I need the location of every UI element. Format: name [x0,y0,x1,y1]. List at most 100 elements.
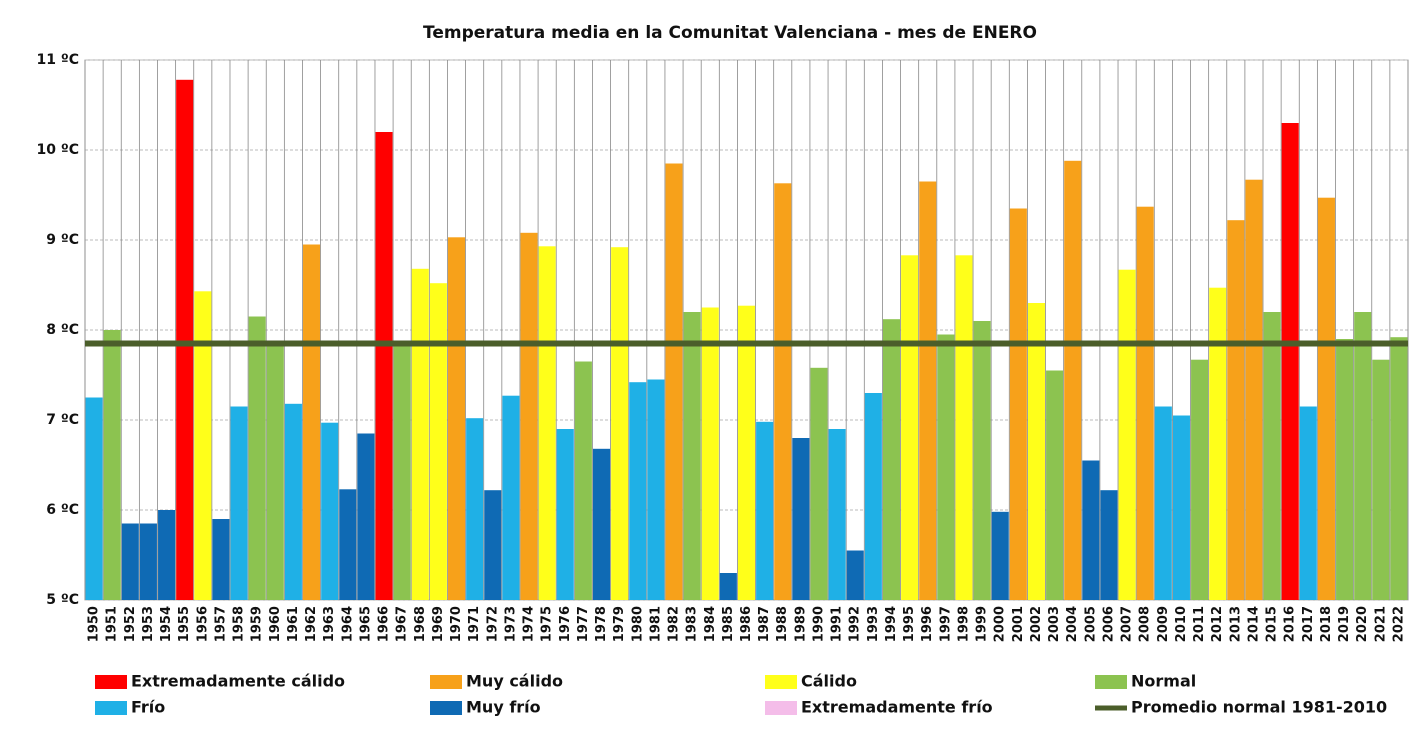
x-tick-label: 1977 [576,606,591,642]
legend-label: Extremadamente cálido [131,672,345,691]
bar [1118,269,1136,600]
x-tick-label: 2013 [1228,606,1243,642]
bar [1299,406,1317,600]
x-tick-label: 1969 [431,606,446,642]
bar [955,255,973,601]
bar [429,283,447,600]
legend-label: Normal [1131,672,1196,691]
legend-swatch [1095,705,1127,711]
bar [357,433,375,600]
bar [647,379,665,600]
bar [103,330,121,600]
bar [1082,460,1100,600]
x-tick-label: 1975 [540,606,555,642]
bar [737,305,756,600]
legend-label: Muy frío [466,698,541,717]
x-tick-label: 1961 [286,606,301,642]
x-tick-label: 2001 [1011,606,1026,642]
x-tick-label: 1962 [304,606,319,642]
bar [248,316,266,600]
bar [520,232,538,601]
bar [176,79,194,601]
legend-swatch [765,701,797,715]
x-tick-label: 1989 [793,606,808,642]
bar [665,163,683,600]
bar [629,382,647,600]
bar [1154,406,1172,600]
bar [411,268,429,600]
x-tick-label: 1973 [503,606,518,642]
y-tick-label: 10 ºC [36,142,79,158]
bar [1046,370,1064,600]
bar [1281,123,1299,600]
x-tick-label: 2009 [1156,606,1171,642]
bar [701,307,719,600]
x-tick-label: 2022 [1391,606,1406,642]
legend-label: Extremadamente frío [801,698,993,717]
bar [85,397,103,600]
bar [919,181,937,600]
y-tick-label: 9 ºC [46,232,79,248]
x-tick-label: 1964 [340,606,355,642]
x-tick-label: 1982 [667,606,682,642]
bar [1027,303,1045,600]
x-tick-label: 1960 [268,606,283,642]
bar [1227,220,1245,600]
x-tick-label: 1988 [775,606,790,642]
x-tick-label: 1993 [866,606,881,642]
legend-label: Muy cálido [466,672,563,691]
legend-label: Cálido [801,672,857,691]
x-tick-label: 2018 [1319,606,1334,642]
x-tick-label: 2015 [1265,606,1280,642]
bar [1336,339,1354,600]
bar [538,246,556,601]
bar [466,418,484,600]
x-tick-label: 1994 [884,606,899,642]
x-tick-label: 1980 [630,606,645,642]
y-tick-label: 8 ºC [46,322,79,338]
x-tick-label: 1974 [522,606,537,642]
bar [937,334,955,600]
bar [719,573,737,600]
x-tick-label: 1956 [195,606,210,642]
bar [121,523,139,600]
legend-swatch [430,675,462,689]
x-tick-label: 2020 [1355,606,1370,642]
x-tick-label: 1985 [721,606,736,642]
bar [1172,415,1190,600]
legend-label: Frío [131,698,165,717]
x-tick-label: 2005 [1083,606,1098,642]
bar [284,403,302,600]
bar [393,346,411,600]
x-tick-label: 2003 [1047,606,1062,642]
legend-swatch [430,701,462,715]
bar [592,448,611,600]
x-tick-label: 1997 [938,606,953,642]
bar [846,550,864,600]
x-tick-label: 2010 [1174,606,1189,642]
bar [882,319,901,600]
legend-label: Promedio normal 1981-2010 [1131,698,1387,717]
x-tick-label: 2002 [1029,606,1044,642]
bar [1354,312,1372,600]
x-tick-label: 1950 [87,606,102,642]
x-tick-label: 1984 [703,606,718,642]
x-tick-label: 1979 [612,606,627,642]
x-tick-label: 2019 [1337,606,1352,642]
y-tick-label: 6 ºC [46,502,79,518]
bar [774,183,792,601]
bar [1009,208,1027,600]
bar [375,132,393,600]
legend-swatch [1095,675,1127,689]
bar [230,406,248,600]
x-tick-label: 1978 [594,606,609,642]
x-tick-label: 2004 [1065,606,1080,642]
y-tick-label: 5 ºC [46,592,79,608]
bar [502,395,520,600]
bar [792,438,810,600]
bar [1317,197,1335,600]
bar [194,291,212,600]
x-tick-label: 1996 [920,606,935,642]
bar [973,321,991,600]
